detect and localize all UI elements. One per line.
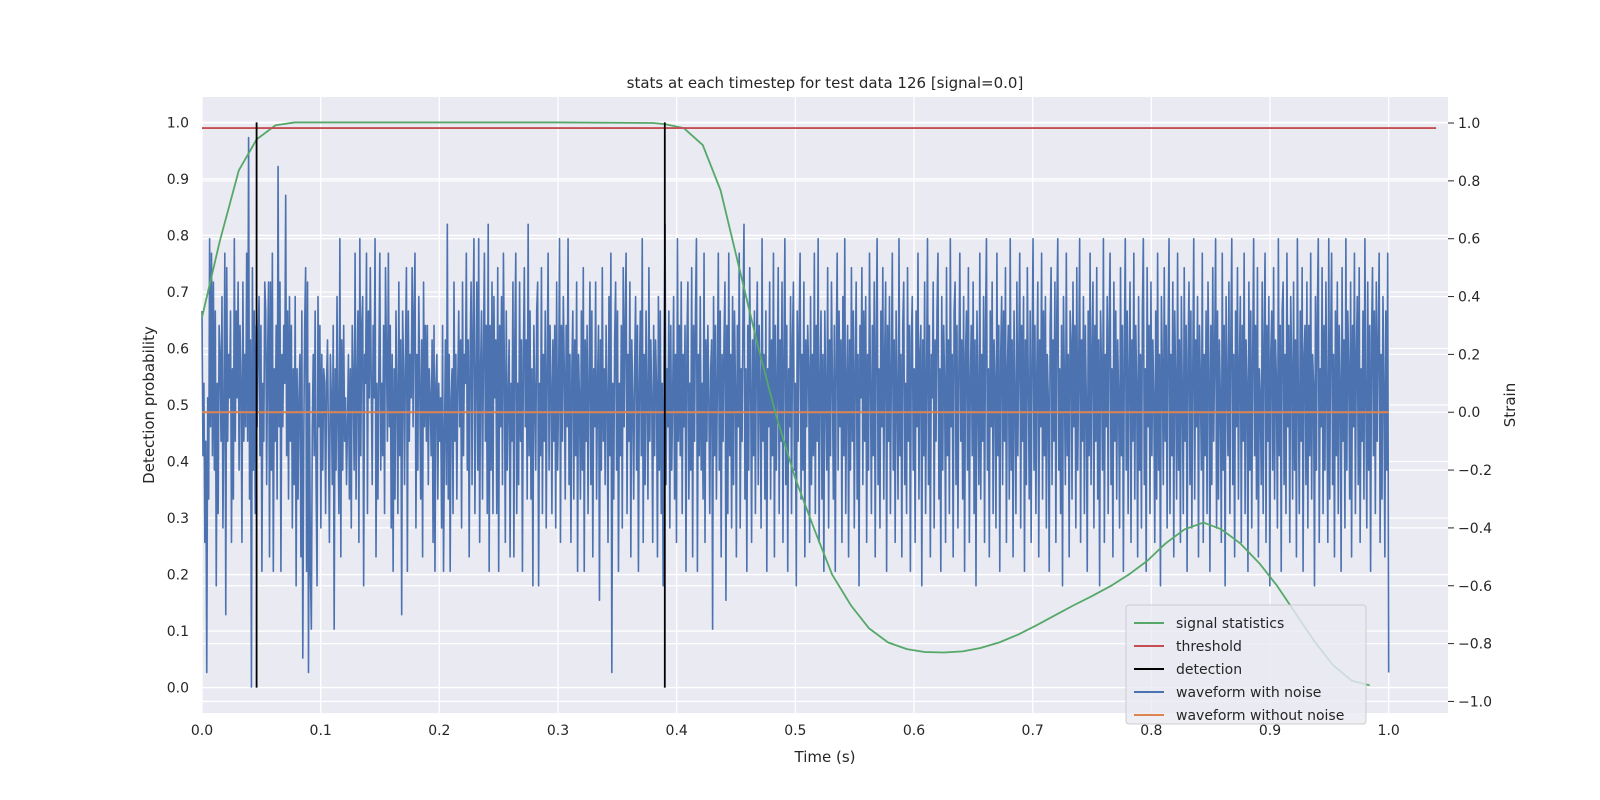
x-axis-title: Time (s) [794, 748, 856, 766]
y-tick-label: 0.2 [167, 568, 189, 584]
y2-tick-label: −0.2 [1458, 463, 1492, 479]
legend-label: waveform without noise [1176, 708, 1344, 724]
y2-tick-label: 0.8 [1458, 174, 1480, 190]
legend-label: waveform with noise [1176, 685, 1321, 701]
legend-label: threshold [1176, 639, 1242, 655]
y-tick-label: 0.7 [167, 285, 189, 301]
y-axis-title: Detection probability [140, 326, 158, 484]
x-tick-label: 0.2 [428, 723, 450, 739]
x-tick-label: 0.1 [310, 723, 332, 739]
x-tick-label: 0.5 [784, 723, 806, 739]
y2-tick-label: 0.0 [1458, 405, 1480, 421]
y2-tick-label: −0.4 [1458, 521, 1492, 537]
x-tick-label: 0.9 [1259, 723, 1281, 739]
series-signal-statistics [201, 121, 1370, 687]
y-tick-label: 0.4 [167, 455, 189, 471]
x-tick-label: 0.6 [903, 723, 925, 739]
legend-label: signal statistics [1176, 616, 1284, 632]
y-tick-label: 0.9 [167, 172, 189, 188]
y2-tick-label: −0.6 [1458, 579, 1492, 595]
y2-tick-label: −0.8 [1458, 637, 1492, 653]
y2-tick-label: −1.0 [1458, 694, 1492, 710]
y-tick-label: 0.3 [167, 511, 189, 527]
y-tick-label: 1.0 [167, 115, 189, 131]
legend-box [1125, 604, 1367, 725]
y2-axis-title: Strain [1501, 383, 1519, 427]
y-axis-left: 0.0 0.1 0.2 0.3 0.4 0.5 0.6 0.7 0.8 0.9 1.0 [167, 115, 189, 696]
y-tick-label: 0.6 [167, 341, 189, 357]
y2-tick-label: 0.4 [1458, 290, 1480, 306]
x-tick-label: 0.3 [547, 723, 569, 739]
legend-label: detection [1176, 662, 1242, 678]
x-tick-label: 0.7 [1022, 723, 1044, 739]
x-tick-label: 0.0 [191, 723, 213, 739]
x-axis: 0.0 0.1 0.2 0.3 0.4 0.5 0.6 0.7 0.8 0.9 1.0 [191, 723, 1400, 739]
y-tick-label: 0.1 [167, 624, 189, 640]
y2-tick-label: 1.0 [1458, 116, 1480, 132]
x-tick-label: 1.0 [1378, 723, 1400, 739]
y-axis-right: −1.0 −0.8 −0.6 −0.4 −0.2 0.0 0.2 0.4 0.6 0.8 1.0 [1448, 116, 1492, 710]
x-tick-label: 0.4 [666, 723, 688, 739]
legend: signal statistics threshold detection wavef… [1125, 604, 1367, 725]
x-tick-label: 0.8 [1140, 723, 1162, 739]
chart-title: stats at each timestep for test data 126… [627, 74, 1024, 92]
series-waveform-with-noise [201, 136, 1390, 688]
y-tick-label: 0.0 [167, 681, 189, 697]
y2-tick-label: 0.6 [1458, 232, 1480, 248]
y2-tick-label: 0.2 [1458, 347, 1480, 363]
y-tick-label: 0.5 [167, 398, 189, 414]
y-tick-label: 0.8 [167, 228, 189, 244]
series-layer [201, 121, 1437, 688]
